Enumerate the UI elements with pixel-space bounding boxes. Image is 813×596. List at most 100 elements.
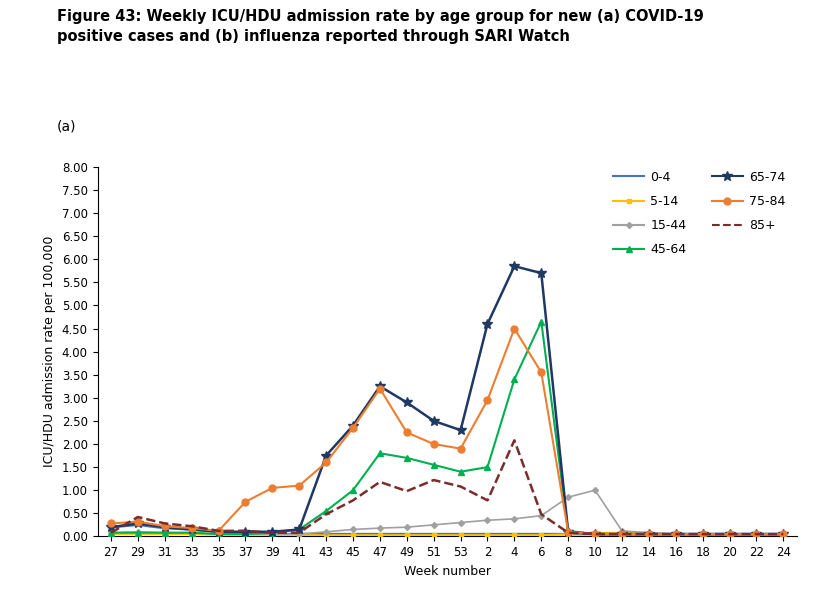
0-4 [751, 530, 761, 538]
5-14 [428, 532, 438, 539]
85+ [214, 527, 224, 535]
45-64 [402, 454, 411, 461]
85+ [107, 529, 116, 536]
0-4 [348, 530, 358, 538]
5-14 [671, 530, 680, 538]
15-44 [483, 517, 493, 524]
75-84 [456, 445, 466, 452]
45-64 [214, 530, 224, 538]
45-64 [698, 530, 707, 538]
0-4 [644, 530, 654, 538]
15-44 [778, 530, 788, 538]
85+ [724, 530, 734, 538]
75-84 [294, 482, 304, 489]
Text: (a): (a) [57, 119, 76, 133]
15-44 [160, 529, 170, 536]
85+ [590, 530, 600, 538]
0-4 [214, 528, 224, 535]
15-44 [214, 530, 224, 538]
5-14 [160, 530, 170, 538]
45-64 [160, 529, 170, 536]
0-4 [510, 530, 520, 538]
15-44 [510, 516, 520, 523]
Text: Figure 43: Weekly ICU/HDU admission rate by age group for new (a) COVID-19
posit: Figure 43: Weekly ICU/HDU admission rate… [57, 9, 704, 44]
85+ [294, 529, 304, 536]
75-84 [107, 520, 116, 527]
15-44 [241, 530, 250, 538]
0-4 [537, 530, 546, 538]
65-74 [617, 530, 627, 538]
65-74 [321, 452, 331, 459]
15-44 [537, 512, 546, 519]
X-axis label: Week number: Week number [403, 564, 491, 578]
45-64 [671, 530, 680, 538]
85+ [537, 511, 546, 518]
15-44 [133, 528, 143, 535]
45-64 [617, 530, 627, 538]
5-14 [751, 532, 761, 539]
45-64 [644, 530, 654, 538]
45-64 [537, 318, 546, 325]
0-4 [698, 530, 707, 538]
75-84 [428, 440, 438, 448]
15-44 [321, 528, 331, 535]
15-44 [617, 527, 627, 535]
5-14 [537, 532, 546, 539]
65-74 [241, 528, 250, 535]
0-4 [778, 530, 788, 538]
85+ [348, 497, 358, 504]
0-4 [375, 530, 385, 538]
65-74 [375, 383, 385, 390]
15-44 [375, 524, 385, 532]
75-84 [348, 424, 358, 432]
45-64 [778, 530, 788, 538]
65-74 [402, 399, 411, 406]
85+ [671, 530, 680, 538]
75-84 [778, 530, 788, 538]
45-64 [375, 449, 385, 457]
65-74 [724, 530, 734, 538]
5-14 [187, 530, 197, 538]
65-74 [428, 417, 438, 424]
5-14 [510, 532, 520, 539]
65-74 [590, 530, 600, 538]
75-84 [644, 530, 654, 538]
Line: 65-74: 65-74 [107, 261, 788, 539]
15-44 [107, 529, 116, 536]
65-74 [456, 427, 466, 434]
Line: 0-4: 0-4 [111, 525, 783, 534]
65-74 [751, 530, 761, 538]
0-4 [267, 530, 277, 538]
45-64 [321, 507, 331, 514]
65-74 [510, 263, 520, 270]
45-64 [241, 530, 250, 538]
85+ [698, 530, 707, 538]
0-4 [483, 530, 493, 538]
65-74 [214, 528, 224, 535]
65-74 [483, 321, 493, 328]
45-64 [724, 530, 734, 538]
5-14 [644, 529, 654, 536]
0-4 [107, 524, 116, 531]
Line: 85+: 85+ [111, 440, 783, 534]
45-64 [563, 527, 573, 535]
85+ [644, 530, 654, 538]
Legend: 0-4, 5-14, 15-44, 45-64, 65-74, 75-84, 85+: 0-4, 5-14, 15-44, 45-64, 65-74, 75-84, 8… [608, 166, 790, 262]
65-74 [187, 526, 197, 533]
5-14 [698, 532, 707, 539]
Line: 75-84: 75-84 [107, 325, 787, 538]
0-4 [617, 530, 627, 538]
75-84 [483, 396, 493, 403]
0-4 [241, 529, 250, 536]
0-4 [590, 530, 600, 538]
45-64 [428, 461, 438, 468]
15-44 [724, 530, 734, 538]
45-64 [751, 530, 761, 538]
85+ [241, 527, 250, 535]
65-74 [294, 526, 304, 533]
85+ [321, 511, 331, 518]
65-74 [107, 524, 116, 531]
75-84 [671, 530, 680, 538]
75-84 [160, 523, 170, 530]
5-14 [107, 530, 116, 538]
